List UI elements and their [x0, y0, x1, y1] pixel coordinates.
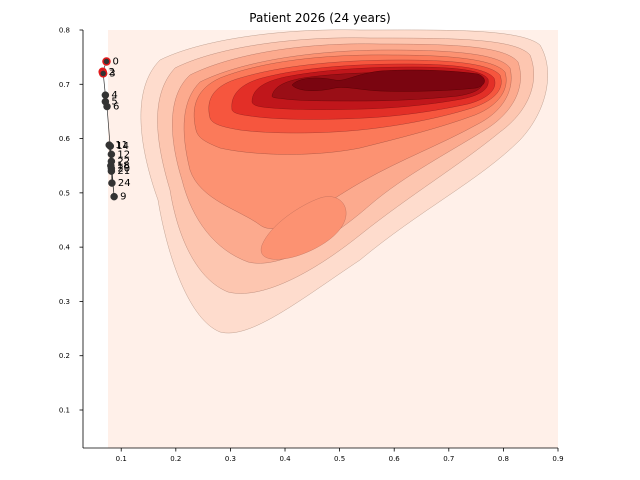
- data-point-label: 6: [113, 102, 119, 113]
- x-tick-label: 0.9: [552, 455, 563, 463]
- data-point: [110, 192, 118, 201]
- data-point: [103, 102, 111, 111]
- y-tick-label: 0.7: [59, 81, 70, 89]
- data-point-label: 9: [120, 192, 126, 203]
- density-peak: [291, 69, 485, 92]
- data-point-label: 2: [109, 67, 115, 78]
- y-tick-label: 0.1: [59, 407, 70, 415]
- data-point-label: 12: [117, 149, 130, 160]
- x-tick-label: 0.5: [334, 455, 345, 463]
- x-tick-label: 0.7: [443, 455, 454, 463]
- x-tick-label: 0.6: [389, 455, 401, 463]
- data-point-label: 11: [115, 140, 128, 151]
- data-point-label: 21: [117, 166, 130, 177]
- axes: [82, 30, 558, 449]
- y-tick-label: 0.3: [59, 298, 70, 306]
- data-point-label: 14: [116, 141, 129, 152]
- x-axis-ticks: 0.1 0.2 0.3 0.4 0.5 0.6 0.7 0.8 0.9: [116, 448, 564, 463]
- y-tick-label: 0.6: [59, 135, 71, 143]
- y-tick-label: 0.2: [59, 352, 70, 360]
- x-tick-label: 0.4: [279, 455, 291, 463]
- density-hollow: [260, 196, 347, 260]
- data-point-label: 3: [109, 68, 115, 79]
- x-tick-label: 0.8: [498, 455, 509, 463]
- y-tick-label: 0.8: [59, 27, 70, 35]
- data-point: [107, 167, 116, 175]
- data-point-label: 20: [117, 163, 130, 174]
- density-contours: [108, 29, 558, 448]
- data-point-label: 4: [111, 90, 117, 101]
- data-point: [106, 142, 115, 150]
- data-point-label: 18: [117, 161, 130, 172]
- x-tick-label: 0.3: [225, 455, 236, 463]
- data-point-label: 24: [118, 178, 131, 189]
- data-point: [107, 150, 116, 159]
- y-tick-label: 0.5: [59, 189, 70, 197]
- data-point: [102, 57, 111, 66]
- x-tick-label: 0.2: [170, 455, 181, 463]
- data-point: [101, 91, 110, 99]
- data-point-label: 22: [117, 156, 130, 167]
- y-tick-label: 0.4: [59, 244, 71, 252]
- data-point: [108, 179, 116, 187]
- y-axis-ticks: 0.1 0.2 0.3 0.4 0.5 0.6 0.7 0.8: [59, 27, 83, 415]
- data-point-label: 5: [111, 97, 117, 108]
- x-tick-label: 0.1: [116, 455, 127, 463]
- chart-title: Patient 2026 (24 years): [249, 11, 390, 25]
- data-point-label: 0: [112, 56, 118, 67]
- data-point: [98, 69, 108, 78]
